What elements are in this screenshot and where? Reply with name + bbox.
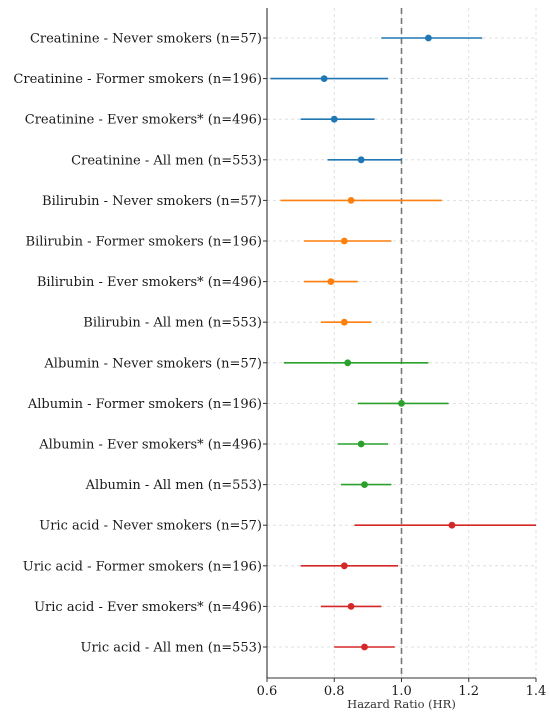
hr-point: [320, 75, 328, 82]
row-label: Bilirubin - Ever smokers* (n=496): [37, 275, 262, 290]
x-axis-title: Hazard Ratio (HR): [347, 697, 456, 711]
row-label: Uric acid - Never smokers (n=57): [39, 519, 262, 534]
hr-point: [361, 643, 368, 651]
x-tick-label: 1.0: [391, 684, 412, 699]
x-tick-label: 0.6: [257, 684, 278, 699]
hr-point: [398, 400, 405, 407]
row-label: Albumin - Ever smokers* (n=496): [38, 438, 262, 453]
x-tick-label: 1.2: [458, 684, 479, 699]
x-tick-label: 0.8: [324, 684, 345, 699]
label-layer: Creatinine - Never smokers (n=57) Creatin…: [13, 32, 262, 656]
axis-layer: 0.6 0.8 1.0 1.2 1.4: [257, 8, 547, 699]
row-label: Bilirubin - Never smokers (n=57): [42, 194, 262, 209]
hr-point: [347, 197, 355, 204]
hr-point: [357, 156, 365, 164]
hr-point: [327, 278, 335, 285]
row-label: Creatinine - All men (n=553): [71, 153, 262, 168]
marks-layer: [270, 34, 536, 651]
hr-point: [340, 562, 348, 570]
hr-point: [330, 115, 338, 123]
hr-point: [361, 481, 368, 488]
hr-point: [340, 318, 348, 326]
row-label: Bilirubin - All men (n=553): [83, 316, 262, 331]
hr-point: [448, 521, 456, 529]
row-label: Albumin - All men (n=553): [85, 478, 262, 493]
hr-point: [425, 34, 432, 42]
hr-point: [347, 603, 355, 610]
row-label: Creatinine - Former smokers (n=196): [13, 72, 262, 87]
row-label: Bilirubin - Former smokers (n=196): [26, 235, 262, 250]
hr-point: [344, 359, 352, 367]
hr-point: [357, 440, 365, 448]
row-label: Uric acid - Former smokers (n=196): [23, 559, 262, 574]
hr-point: [340, 237, 348, 245]
row-label: Creatinine - Ever smokers* (n=496): [25, 113, 262, 128]
row-label: Creatinine - Never smokers (n=57): [30, 32, 262, 47]
row-label: Uric acid - Ever smokers* (n=496): [34, 600, 262, 615]
row-label: Albumin - Never smokers (n=57): [43, 356, 262, 371]
x-tick-label: 1.4: [526, 684, 547, 699]
row-label: Albumin - Former smokers (n=196): [27, 397, 262, 412]
row-label: Uric acid - All men (n=553): [81, 641, 263, 656]
